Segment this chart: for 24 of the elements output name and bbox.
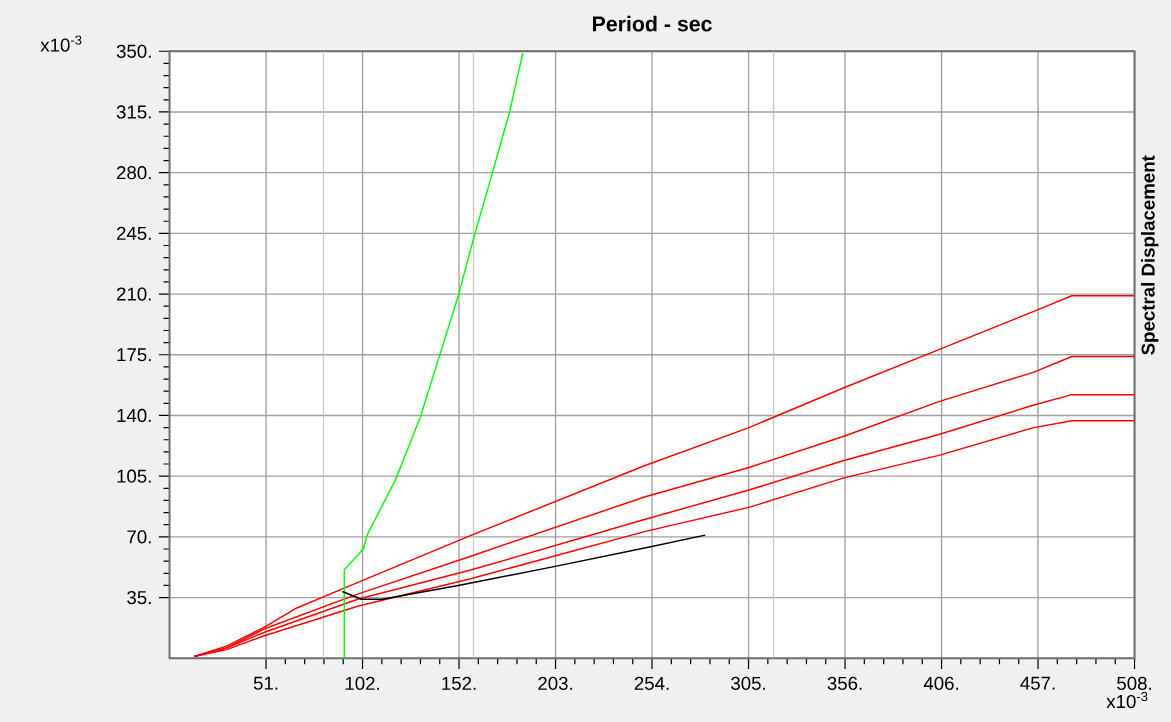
y-tick-label: 105.: [117, 469, 151, 483]
text: x10$^{-3}$: [1106, 691, 1148, 709]
x-tick-label: 457.: [1020, 676, 1055, 690]
y-tick-label: 140.: [117, 408, 151, 423]
text: x10$^{-3}$: [40, 35, 82, 52]
x-tick-label: 305.: [731, 676, 766, 690]
x-tick-label: 51.: [253, 676, 278, 690]
y-tick-label: 245.: [116, 226, 151, 240]
y-tick-label: 350.: [116, 44, 151, 58]
x-tick-label: 102.: [345, 676, 379, 690]
x-tick-label: 356.: [827, 676, 862, 690]
y-tick-label: 280.: [116, 166, 151, 180]
y-tick-label: 175.: [117, 348, 151, 362]
x-tick-label: 203.: [538, 676, 572, 690]
chart-title: Period - sec: [593, 15, 712, 32]
y-axis-title: Spectral Displacement: [1141, 155, 1159, 355]
x-tick-label: 254.: [634, 676, 669, 690]
x-tick-label: 406.: [923, 676, 959, 690]
y-tick-label: 35.: [127, 590, 151, 605]
y-tick-label: 70.: [127, 530, 151, 544]
y-tick-label: 315.: [116, 105, 151, 119]
x-tick-label: 508.: [1117, 676, 1152, 690]
y-tick-label: 210.: [116, 287, 151, 301]
x-tick-label: 152.: [442, 676, 476, 690]
